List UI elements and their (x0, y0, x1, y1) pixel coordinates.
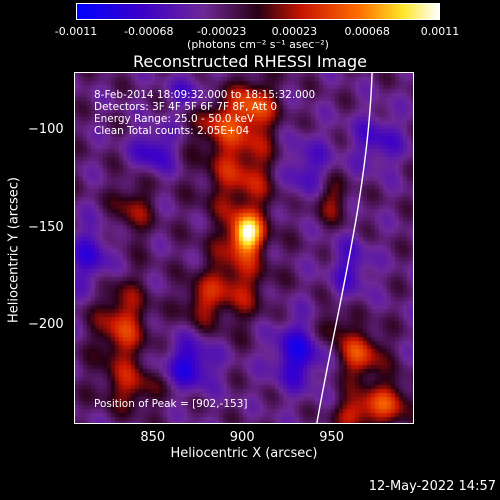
x-axis-label: Heliocentric X (arcsec) (170, 446, 318, 461)
solar-limb-overlay (316, 73, 373, 423)
chart-title: Reconstructed RHESSI Image (133, 52, 367, 71)
info-energy: Energy Range: 25.0 - 50.0 keV (94, 113, 255, 125)
info-detectors: Detectors: 3F 4F 5F 6F 7F 8F, Att 0 (94, 101, 278, 113)
info-time-range: 8-Feb-2014 18:09:32.000 to 18:15:32.000 (94, 89, 316, 101)
plot-area (74, 72, 414, 424)
colorbar-tick-label: 0.0011 (420, 25, 460, 38)
colorbar-unit: (photons cm⁻² s⁻¹ asec⁻²) (187, 38, 329, 51)
y-tick-label: −150 (28, 219, 64, 235)
colorbar-tick-label: 0.00023 (271, 25, 318, 38)
y-axis-label: Heliocentric Y (arcsec) (6, 177, 22, 323)
info-peak-position: Position of Peak = [902,-153] (94, 398, 248, 410)
x-tick-label: 850 (140, 430, 166, 445)
colorbar-tick-label: 0.00068 (344, 25, 390, 38)
colorbar (76, 3, 440, 20)
colorbar-tick-label: -0.00023 (196, 25, 247, 38)
solar-limb (316, 73, 373, 423)
y-tick-label: −100 (28, 122, 64, 138)
timestamp: 12-May-2022 14:57 (368, 479, 496, 494)
x-tick-label: 950 (319, 430, 345, 445)
info-clean: Clean Total counts: 2.05E+04 (94, 125, 250, 137)
colorbar-tick-label: -0.0011 (54, 25, 98, 38)
x-tick-label: 900 (229, 430, 255, 445)
y-tick-label: −200 (28, 316, 64, 332)
heatmap-image (75, 73, 413, 423)
colorbar-tick-label: -0.00068 (124, 25, 174, 38)
